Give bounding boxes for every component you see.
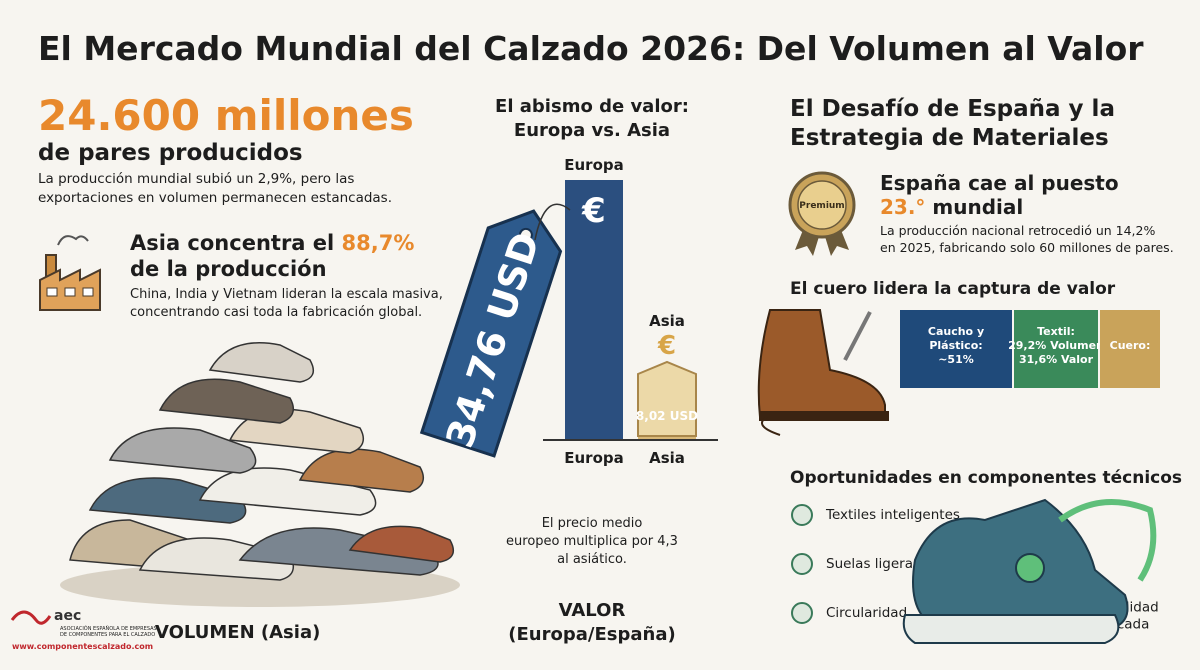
material-label: 31,6% Valor: [1019, 353, 1094, 366]
shoe-pile: [60, 342, 460, 607]
material-label: Textil:: [1037, 325, 1075, 338]
opportunity-label: Textiles inteligentes: [825, 507, 960, 523]
rank-suffix: mundial: [925, 195, 1023, 219]
value-caption: (Europa/España): [508, 624, 675, 645]
description: exportaciones en volumen permanecen esta…: [38, 190, 392, 206]
rank: 23.°: [880, 195, 925, 219]
logo: aec ASOCIACIÓN ESPAÑOLA DE EMPRESAS DE C…: [10, 608, 157, 651]
sneaker-illustration: [902, 498, 1157, 644]
factory-icon: [39, 235, 101, 311]
currency-symbol: €: [657, 331, 676, 361]
opportunity-label: Circularidad: [826, 605, 907, 621]
asia-heading: de la producción: [130, 257, 327, 281]
tag-string: [534, 203, 571, 241]
logo-mark: aec: [54, 608, 81, 624]
opportunity-icon: [791, 602, 813, 624]
asia-share: 88,7%: [342, 231, 415, 255]
logo-url: www.componentescalzado.com: [12, 642, 153, 651]
opportunity-icon: [791, 504, 813, 526]
opportunities-heading: Oportunidades en componentes técnicos: [790, 468, 1182, 488]
boot-illustration: [757, 309, 889, 436]
material-label: ~51%: [938, 353, 974, 366]
tag-hole: [518, 227, 533, 242]
rank-heading: 23.° mundial: [880, 195, 1023, 219]
x-tick-label: Europa: [564, 449, 624, 467]
opportunity-icon: [791, 553, 813, 575]
tag-shape: [637, 360, 697, 437]
asia-description: concentrando casi toda la fabricación gl…: [130, 305, 422, 320]
title: El Mercado Mundial del Calzado 2026: Del…: [38, 29, 1144, 68]
tag-shape: [419, 209, 563, 458]
bar: [565, 180, 623, 440]
chart-title: El abismo de valor:: [495, 96, 689, 117]
chart-note: El precio medio: [542, 516, 643, 531]
material-label: Plástico:: [929, 339, 982, 352]
material-segment: [1014, 310, 1098, 388]
opportunity-label: Suelas ligeras: [826, 556, 920, 572]
description: La producción mundial subió un 2,9%, per…: [38, 171, 354, 187]
bar-label: Asia: [649, 312, 685, 330]
asia-heading-text: Asia concentra el: [130, 231, 342, 255]
material-label: 29,2% Volumen: [1008, 339, 1104, 352]
value-label: 8,02 USD: [636, 409, 698, 423]
logo-association: DE COMPONENTES PARA EL CALZADO: [60, 632, 155, 638]
premium-badge: Premium: [788, 171, 856, 256]
logo-association: ASOCIACIÓN ESPAÑOLA DE EMPRESAS: [60, 625, 157, 632]
spain-heading: El Desafío de España y la: [790, 96, 1115, 122]
value-caption: VALOR: [559, 600, 626, 621]
chart-note: europeo multiplica por 4,3: [506, 534, 678, 549]
volume-caption: VOLUMEN (Asia): [155, 622, 320, 643]
material-label: Cuero:: [1110, 339, 1151, 352]
spain-heading: Estrategia de Materiales: [790, 125, 1109, 151]
asia-heading: Asia concentra el 88,7%: [130, 231, 414, 255]
rank-description: en 2025, fabricando solo 60 millones de …: [880, 240, 1174, 255]
headline: 24.600 millones: [38, 91, 414, 140]
material-segment: [1100, 310, 1160, 388]
badge-label: Premium: [799, 201, 844, 211]
rank-description: La producción nacional retrocedió un 14,…: [880, 223, 1155, 238]
x-tick-label: Asia: [649, 449, 685, 467]
subheadline: de pares producidos: [38, 140, 303, 166]
rank-heading: España cae al puesto: [880, 171, 1119, 195]
chart-title: Europa vs. Asia: [514, 120, 670, 141]
material-label: Caucho y: [928, 325, 984, 338]
currency-symbol: €: [581, 191, 606, 231]
leather-heading: El cuero lidera la captura de valor: [790, 279, 1116, 299]
chart-note: al asiático.: [557, 552, 627, 567]
material-segment: [900, 310, 1012, 388]
bar-label: Europa: [564, 156, 624, 174]
asia-description: China, India y Vietnam lideran la escala…: [130, 287, 443, 302]
